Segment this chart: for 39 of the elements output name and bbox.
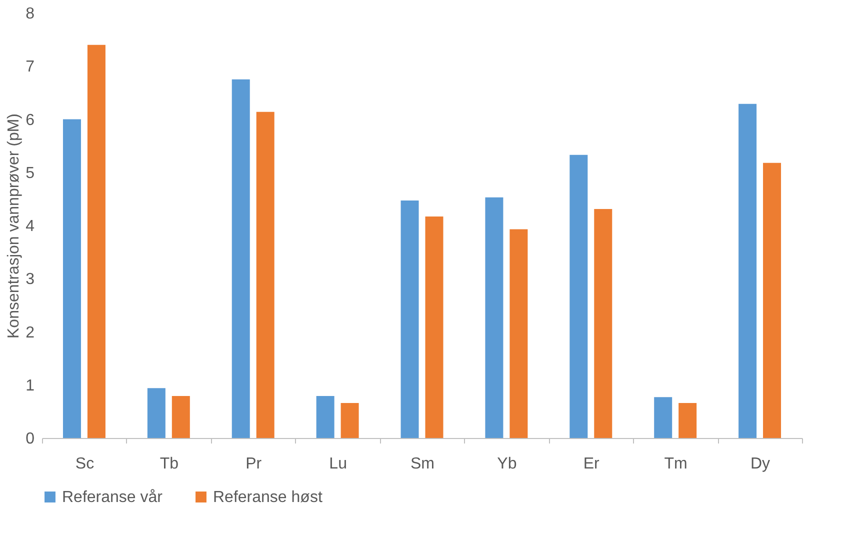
bar <box>763 162 782 438</box>
bar <box>654 397 672 438</box>
bar <box>678 402 697 438</box>
bar <box>62 119 81 438</box>
x-tick-label: Tb <box>160 456 179 472</box>
bar <box>570 154 588 438</box>
x-tick-label: Yb <box>497 456 517 472</box>
y-tick-label: 5 <box>26 164 35 182</box>
x-tick-label: Pr <box>246 456 262 472</box>
y-axis-title: Konsentrasjon vannprøver (pM) <box>6 114 23 338</box>
bar <box>400 200 419 438</box>
bar <box>172 396 190 438</box>
y-tick-label: 4 <box>26 218 35 235</box>
legend-label: Referanse høst <box>213 489 323 506</box>
bar <box>594 209 612 438</box>
y-tick-label: 7 <box>26 58 35 76</box>
bar <box>510 229 528 438</box>
y-tick-label: 6 <box>26 112 35 129</box>
x-tick-label: Lu <box>329 456 347 472</box>
y-tick-label: 8 <box>26 6 35 22</box>
bar <box>425 216 444 438</box>
x-tick-label: Sm <box>410 456 434 472</box>
bar <box>147 388 166 438</box>
y-tick-label: 0 <box>26 430 35 448</box>
bar <box>232 79 250 438</box>
x-tick-label: Er <box>583 456 600 472</box>
y-tick-label: 1 <box>26 377 35 394</box>
bar <box>87 44 106 438</box>
y-tick-label: 2 <box>26 324 35 342</box>
bar <box>485 197 504 438</box>
x-tick-label: Sc <box>75 456 94 472</box>
bar <box>316 396 334 438</box>
legend-label: Referanse vår <box>62 489 164 506</box>
x-tick-label: Tm <box>664 456 688 472</box>
x-tick-label: Dy <box>750 456 770 472</box>
bar <box>738 104 757 438</box>
bar <box>340 402 359 438</box>
bar <box>256 112 274 438</box>
y-tick-label: 3 <box>26 271 35 288</box>
